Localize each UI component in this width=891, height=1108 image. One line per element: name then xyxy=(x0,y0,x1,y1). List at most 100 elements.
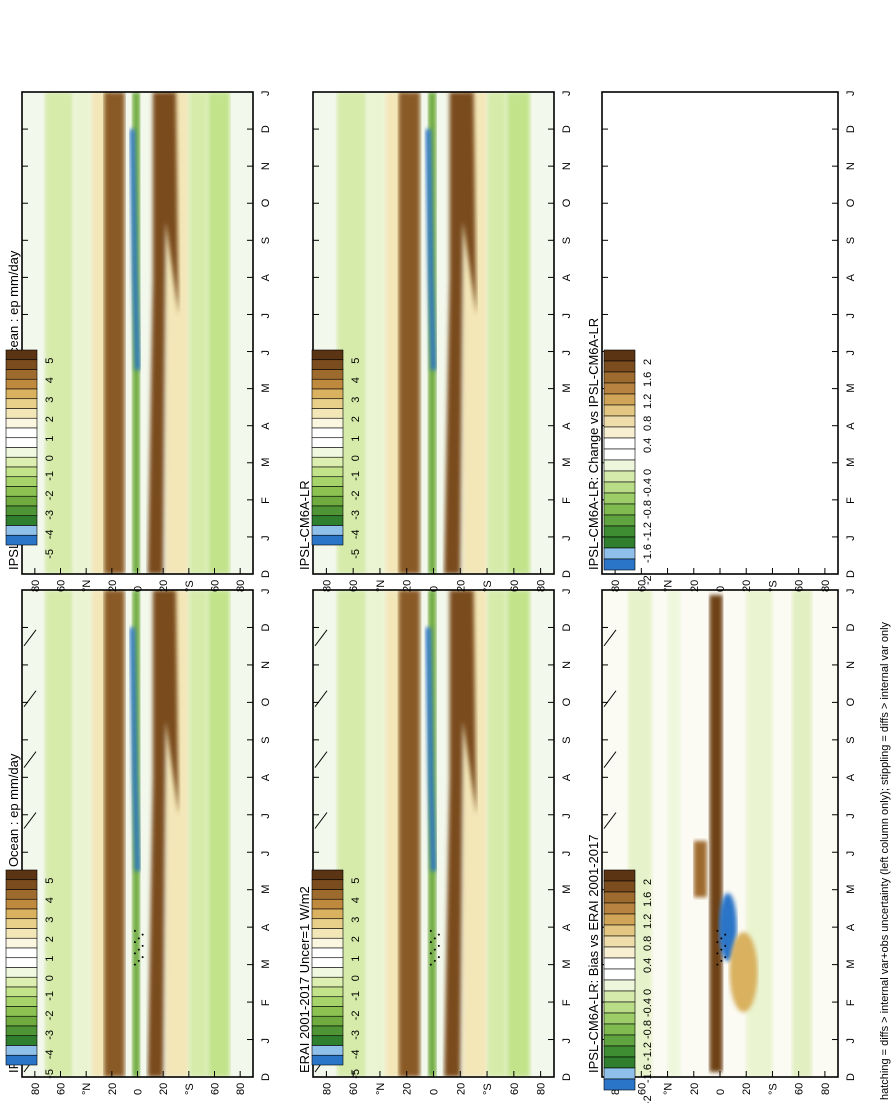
time-tick-label: A xyxy=(845,773,857,781)
colorbar-label: -5 xyxy=(350,549,362,559)
stipple xyxy=(716,929,727,966)
field-layer xyxy=(602,590,838,1077)
lat-tick-label: 20 xyxy=(741,1083,753,1095)
sh-dry xyxy=(444,92,477,574)
colorbar-swatch xyxy=(5,515,38,526)
lat-tick-label: 60 xyxy=(210,580,222,592)
time-tick-label: A xyxy=(260,273,272,281)
time-tick-label: D xyxy=(561,570,573,578)
time-tick-label: J xyxy=(561,1038,573,1044)
colorbar-swatch xyxy=(311,1045,344,1056)
colorbar-swatch xyxy=(5,447,38,458)
time-tick-label: A xyxy=(561,773,573,781)
bias-patch xyxy=(693,840,707,898)
colorbar-label: -1.2 xyxy=(642,1042,654,1061)
stipple-dot xyxy=(724,933,727,936)
colorbar-swatch xyxy=(603,968,636,981)
stipple-dot xyxy=(437,956,440,959)
footnote: hatching = diffs > internal var+obs unce… xyxy=(879,621,891,1100)
lat-tick-label: °S xyxy=(767,580,779,592)
colorbar-swatch xyxy=(5,957,38,968)
field-1 xyxy=(22,92,253,574)
time-tick-label: A xyxy=(260,773,272,781)
time-tick-label: S xyxy=(561,737,573,744)
bias-band xyxy=(667,590,681,1077)
stipple-dot xyxy=(437,933,440,936)
stipple-dot xyxy=(716,941,719,944)
lat-tick-label: 60 xyxy=(636,580,648,592)
colorbar-swatch xyxy=(5,495,38,507)
colorbar-label: -1.6 xyxy=(642,544,654,563)
colorbar-label: 4 xyxy=(350,897,362,903)
colorbar-label: 3 xyxy=(350,917,362,923)
lat-tick-label: 80 xyxy=(820,1083,832,1095)
colorbar-swatch xyxy=(5,1035,38,1046)
colorbar-5: 2 1.6 1.2 0.8 0.4 0 -0.4 -0.8 -1.2 -1.6 -2 xyxy=(603,349,654,585)
colorbar-label: -0.8 xyxy=(642,500,654,519)
time-tick-label: D xyxy=(845,1073,857,1081)
time-tick-label: A xyxy=(260,923,272,931)
time-tick-label: S xyxy=(260,237,272,244)
field-4 xyxy=(602,590,838,1077)
time-tick-label: M xyxy=(260,383,272,392)
band xyxy=(507,590,530,1077)
lat-tick-label: °N xyxy=(81,580,93,592)
lat-tick-label: 20 xyxy=(158,580,170,592)
colorbar-swatch xyxy=(603,492,636,505)
time-tick-label: J xyxy=(260,535,272,541)
colorbar-swatch xyxy=(5,417,38,429)
stipple-dot xyxy=(720,948,723,951)
colorbar-swatch xyxy=(311,378,344,390)
lat-tick-label: °S xyxy=(184,580,196,592)
panel-background xyxy=(602,92,838,574)
hatch-line xyxy=(314,629,328,647)
time-tick-label: M xyxy=(260,885,272,894)
itcz-core xyxy=(425,129,437,371)
colorbar-swatch xyxy=(603,1012,636,1025)
panel-title: IPSL-CM6A-LR: Change vs IPSL-CM6A-LR xyxy=(586,318,601,570)
colorbar-swatch xyxy=(311,525,344,536)
colorbar-label: 0.4 xyxy=(642,958,654,973)
band xyxy=(73,590,92,1077)
colorbar-label: 2 xyxy=(350,936,362,942)
time-tick-label: D xyxy=(561,1073,573,1081)
time-tick-label: A xyxy=(561,422,573,430)
time-tick-label: M xyxy=(260,458,272,467)
time-tick-label: N xyxy=(561,661,573,669)
panel-0: 8060°N20020°S6080DJFMAMJJASONDJIPSL-CM6A… xyxy=(5,589,272,1095)
itcz-core xyxy=(425,627,437,871)
lat-tick-label: 20 xyxy=(402,580,414,592)
lat-tick-label: 60 xyxy=(509,1083,521,1095)
colorbar-swatch xyxy=(603,426,636,439)
colorbar-label: 0 xyxy=(350,975,362,981)
colorbar-label: 4 xyxy=(44,897,56,903)
time-tick-label: J xyxy=(845,535,857,541)
colorbar-swatch xyxy=(603,1001,636,1014)
colorbar-label: 4 xyxy=(350,377,362,383)
colorbar-swatch xyxy=(5,947,38,959)
colorbar-swatch xyxy=(5,476,38,487)
lat-tick-label: 80 xyxy=(321,1083,333,1095)
colorbar-0: 5 4 3 2 1 0 -1 -2 -3 -4 -5 xyxy=(5,869,56,1079)
time-tick-label: D xyxy=(561,125,573,133)
colorbar-swatch xyxy=(603,459,636,472)
colorbar-swatch xyxy=(603,349,636,362)
lat-tick-label: 60 xyxy=(56,1083,68,1095)
time-tick-label: J xyxy=(845,589,857,595)
time-tick-label: M xyxy=(561,458,573,467)
band xyxy=(208,92,230,574)
stipple-dot xyxy=(433,948,436,951)
time-tick-label: J xyxy=(260,313,272,319)
time-tick-label: N xyxy=(845,661,857,669)
band xyxy=(73,92,92,574)
colorbar-label: -1.6 xyxy=(642,1064,654,1083)
panel-4: 8060°N20020°S6080DJFMAMJJASONDJIPSL-CM6A… xyxy=(586,589,857,1106)
colorbar-swatch xyxy=(603,360,636,373)
colorbar-swatch xyxy=(5,937,38,949)
colorbar-swatch xyxy=(5,889,38,900)
stipple-dot xyxy=(429,963,432,966)
time-tick-label: N xyxy=(561,162,573,170)
sh-dry xyxy=(444,590,477,1077)
stipple-dot xyxy=(716,952,719,955)
hatch-line xyxy=(314,812,328,829)
